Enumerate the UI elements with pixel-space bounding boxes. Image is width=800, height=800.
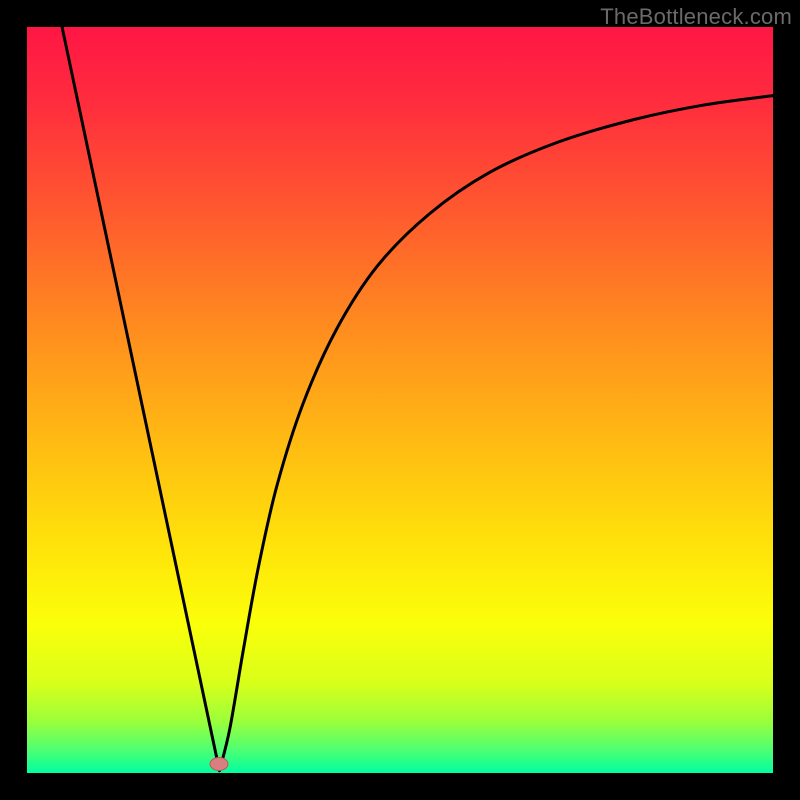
minimum-marker [210, 757, 229, 771]
watermark-text: TheBottleneck.com [600, 4, 792, 30]
gradient-background [27, 27, 773, 773]
plot-area [27, 27, 773, 773]
chart-frame: TheBottleneck.com [0, 0, 800, 800]
bottleneck-chart [27, 27, 773, 773]
